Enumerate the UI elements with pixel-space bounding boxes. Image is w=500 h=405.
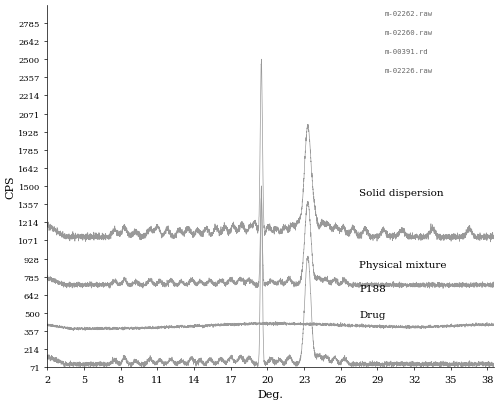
X-axis label: Deg.: Deg. bbox=[258, 390, 283, 399]
Text: m-02260.raw: m-02260.raw bbox=[384, 30, 432, 36]
Text: m-02262.raw: m-02262.raw bbox=[384, 11, 432, 17]
Text: P188: P188 bbox=[359, 285, 386, 294]
Text: m-00391.rd: m-00391.rd bbox=[384, 49, 428, 55]
Text: Solid dispersion: Solid dispersion bbox=[359, 188, 444, 197]
Text: m-02226.raw: m-02226.raw bbox=[384, 67, 432, 73]
Text: Drug: Drug bbox=[359, 310, 386, 319]
Y-axis label: CPS: CPS bbox=[6, 175, 16, 198]
Text: Physical mixture: Physical mixture bbox=[359, 260, 446, 269]
